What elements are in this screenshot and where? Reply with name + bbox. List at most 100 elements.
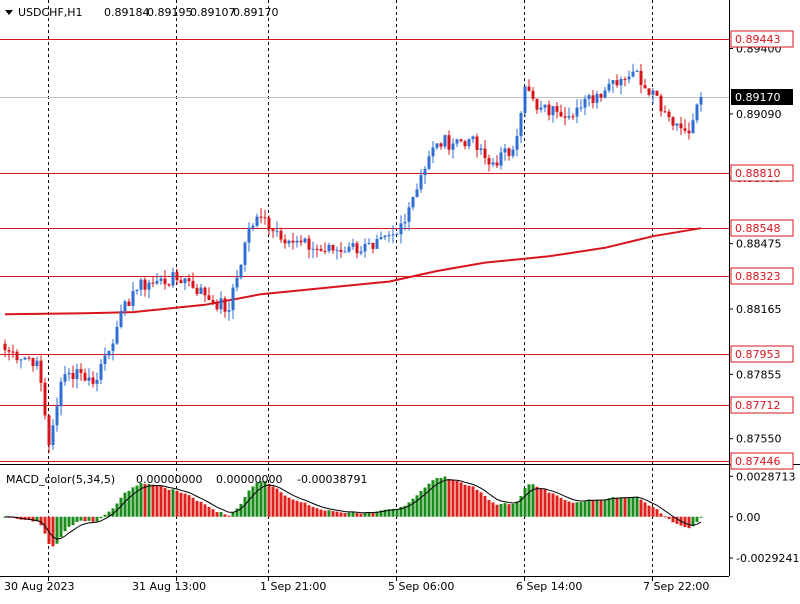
candle-body	[679, 123, 683, 129]
macd-bar	[455, 480, 459, 517]
macd-value-1: 0.00000000	[136, 473, 202, 486]
level-price-label: 0.88810	[735, 167, 781, 180]
symbol-header: USDCHF,H1 0.89184 0.89195 0.89107 0.8917…	[5, 6, 279, 19]
candle-body	[343, 251, 347, 253]
candle-body	[631, 71, 635, 77]
candle-body	[19, 359, 23, 361]
candle-body	[219, 298, 223, 310]
candle-body	[491, 162, 495, 165]
candle-body	[351, 243, 355, 247]
dropdown-triangle-icon[interactable]	[5, 10, 13, 15]
candle-body	[655, 90, 659, 96]
candle-body	[307, 238, 311, 250]
candle-body	[467, 139, 471, 147]
macd-bar	[143, 484, 147, 517]
candle-body	[543, 104, 547, 108]
macd-bar	[675, 516, 679, 524]
candle-body	[419, 175, 423, 190]
candle-body	[391, 234, 395, 236]
macd-bar	[151, 484, 155, 517]
macd-bar	[59, 516, 63, 538]
candle-body	[447, 135, 451, 150]
macd-bar	[663, 516, 667, 518]
macd-bar	[167, 489, 171, 517]
candle-body	[319, 248, 323, 251]
macd-bar	[475, 489, 479, 517]
level-price-tag	[730, 164, 794, 182]
candle-body	[87, 377, 91, 381]
macd-bar	[23, 516, 27, 520]
price-tick-label: 0.87855	[736, 368, 782, 381]
macd-bar	[531, 484, 535, 517]
macd-bar	[519, 496, 523, 517]
candle-body	[67, 372, 71, 375]
candle-body	[251, 225, 255, 228]
candle-body	[123, 301, 127, 311]
candle-body	[687, 130, 691, 134]
candle-body	[171, 272, 175, 286]
macd-bar	[395, 508, 399, 517]
macd-bar	[671, 516, 675, 523]
candle-body	[331, 244, 335, 251]
macd-bar	[79, 516, 83, 521]
candle-body	[127, 301, 131, 307]
level-price-tag	[730, 30, 794, 48]
candle-body	[563, 116, 567, 118]
macd-bar	[243, 497, 247, 517]
candle-body	[595, 93, 599, 103]
horizontal-levels[interactable]	[0, 39, 729, 462]
candle-body	[111, 343, 115, 352]
candle-body	[691, 120, 695, 134]
candle-body	[431, 147, 435, 157]
candle-body	[547, 104, 551, 116]
macd-bar	[579, 502, 583, 517]
macd-bar	[563, 500, 567, 517]
candle-body	[35, 360, 39, 367]
candle-body	[303, 238, 307, 243]
candle-body	[615, 80, 619, 86]
candle-body	[403, 221, 407, 224]
macd-bar	[431, 480, 435, 517]
candle-body	[279, 230, 283, 240]
candle-body	[611, 80, 615, 84]
level-price-label: 0.87712	[735, 399, 781, 412]
macd-bar	[307, 505, 311, 517]
candle-body	[259, 216, 263, 218]
macd-bar	[255, 482, 259, 517]
macd-bar	[363, 512, 367, 517]
macd-bar	[471, 486, 475, 517]
candle-body	[659, 95, 663, 112]
macd-bar	[159, 485, 163, 517]
candle-body	[255, 216, 259, 226]
macd-bar	[699, 516, 703, 518]
candle-body	[347, 246, 351, 252]
candle-body	[511, 149, 515, 156]
level-price-tag	[730, 396, 794, 414]
candle-body	[411, 196, 415, 208]
price-tick-label: 0.87550	[736, 433, 782, 446]
candle-body	[7, 350, 11, 352]
candle-body	[475, 136, 479, 151]
macd-bar	[695, 516, 699, 522]
macd-bar	[379, 510, 383, 517]
candle-body	[603, 90, 607, 98]
macd-bar	[415, 495, 419, 517]
candle-body	[103, 355, 107, 364]
candle-body	[99, 363, 103, 380]
candle-body	[203, 287, 207, 296]
macd-bar	[251, 486, 255, 517]
candle-body	[443, 135, 447, 147]
macd-header: MACD_color(5,34,5) 0.00000000 0.00000000…	[6, 473, 367, 486]
macd-bar	[387, 509, 391, 517]
candle-body	[335, 249, 339, 251]
macd-bar	[503, 503, 507, 517]
time-axis-label: 30 Aug 2023	[4, 580, 74, 593]
macd-bar	[235, 508, 239, 517]
macd-bar	[215, 512, 219, 517]
candle-body	[455, 139, 459, 144]
candle-body	[187, 278, 191, 282]
candle-body	[683, 128, 687, 131]
macd-signal-line	[4, 479, 702, 540]
